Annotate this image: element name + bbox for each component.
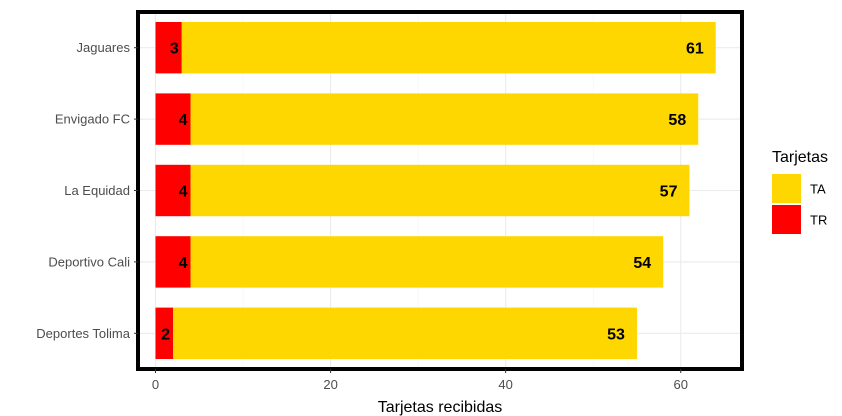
bar-ta xyxy=(190,236,664,288)
x-axis-title: Tarjetas recibidas xyxy=(378,399,503,416)
bar-tr xyxy=(155,307,174,360)
legend-key-ta xyxy=(772,174,801,203)
bar-ta xyxy=(173,307,637,360)
y-tick-label: Deportes Tolima xyxy=(36,326,130,341)
x-tick-label: 0 xyxy=(152,377,159,392)
data-label-tr: 4 xyxy=(179,184,188,201)
data-label-tr: 3 xyxy=(170,41,179,58)
y-axis-ticks: Jaguares Envigado FC La Equidad Deportivo C… xyxy=(36,40,138,341)
y-tick-label: Jaguares xyxy=(77,40,131,55)
bar-ta xyxy=(181,21,716,74)
y-tick-label: Envigado FC xyxy=(55,112,130,127)
bar-ta xyxy=(190,164,690,217)
data-labels: 3 61 4 58 4 57 4 54 2 53 xyxy=(161,41,704,344)
data-label-tr: 2 xyxy=(161,326,170,343)
bar-tr xyxy=(155,164,191,217)
data-label-ta: 58 xyxy=(668,112,686,129)
data-label-ta: 54 xyxy=(633,255,651,272)
bar-tr xyxy=(155,21,182,74)
data-label-ta: 61 xyxy=(686,41,704,58)
legend-label-ta: TA xyxy=(810,182,826,197)
legend-title: Tarjetas xyxy=(772,149,828,166)
x-tick-label: 20 xyxy=(323,377,337,392)
bar-ta xyxy=(190,93,699,145)
y-tick-label: La Equidad xyxy=(64,183,130,198)
data-label-tr: 4 xyxy=(179,112,188,129)
legend: Tarjetas TA TR xyxy=(772,149,828,234)
x-tick-label: 60 xyxy=(673,377,687,392)
x-tick-label: 40 xyxy=(498,377,512,392)
bars xyxy=(155,21,716,360)
y-tick-label: Deportivo Cali xyxy=(48,254,130,269)
legend-key-tr xyxy=(772,205,801,234)
data-label-ta: 57 xyxy=(660,184,678,201)
bar-tr xyxy=(155,236,191,288)
legend-label-tr: TR xyxy=(810,213,827,228)
data-label-tr: 4 xyxy=(179,255,188,272)
data-label-ta: 53 xyxy=(607,326,625,343)
x-axis-ticks: 0 20 40 60 xyxy=(152,369,688,392)
legend-items: TA TR xyxy=(772,174,827,234)
bar-tr xyxy=(155,93,191,145)
